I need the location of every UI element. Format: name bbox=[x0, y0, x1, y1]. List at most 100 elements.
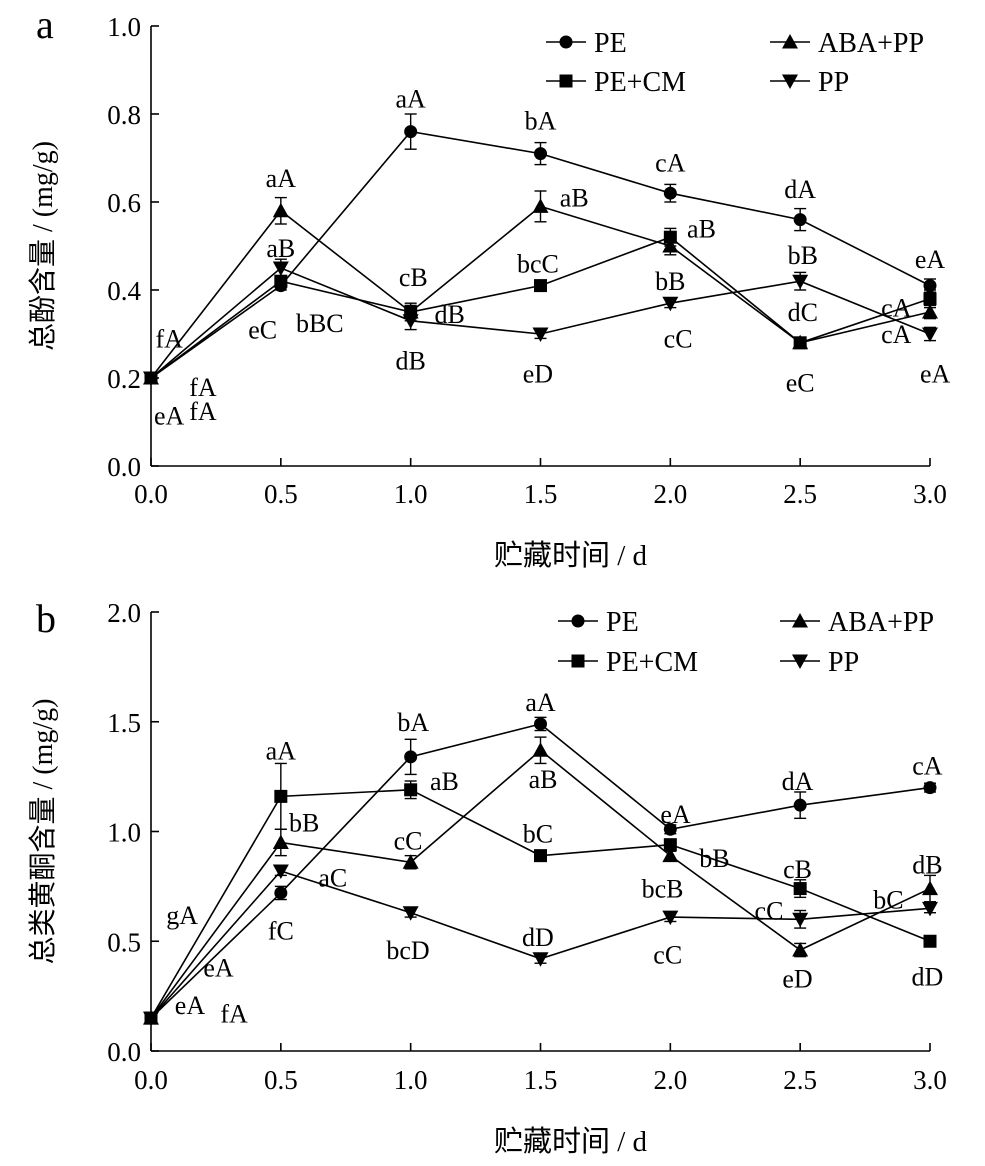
data-point bbox=[404, 750, 418, 764]
data-point bbox=[922, 327, 938, 342]
data-point bbox=[792, 912, 809, 928]
legend-item-pp: PP bbox=[770, 67, 849, 98]
y-tick-label: 0.0 bbox=[107, 452, 141, 482]
data-point bbox=[792, 942, 809, 957]
data-point bbox=[143, 1011, 159, 1027]
significance-label: bA bbox=[397, 708, 429, 737]
significance-label: eD bbox=[523, 360, 553, 389]
data-point bbox=[923, 781, 937, 795]
y-axis-title: 总酚含量 / (mg/g) bbox=[27, 141, 59, 351]
legend-label: PP bbox=[828, 647, 859, 678]
significance-label: cA bbox=[912, 752, 943, 781]
significance-label: aB bbox=[266, 234, 295, 263]
data-point bbox=[272, 261, 289, 276]
legend-label: PE+CM bbox=[594, 67, 686, 98]
legend-item-pe-plus-cm: PE+CM bbox=[558, 647, 698, 678]
y-tick-label: 0.6 bbox=[107, 188, 141, 218]
legend: PE ABA+PP PE+CM PP bbox=[558, 607, 934, 678]
data-point bbox=[404, 125, 418, 139]
x-tick-label: 2.5 bbox=[783, 1065, 817, 1095]
panel-b: 0.0 0.5 1.0 1.5 2.0 0.0 0.5 1.0 1.5 2.0 2.5 3.0 贮藏时间… bbox=[27, 596, 947, 1158]
panel-a: 0.0 0.2 0.4 0.6 0.8 1.0 0.0 0.5 1.0 1.5 2.0 2.5 3.0 贮… bbox=[27, 2, 951, 572]
data-point bbox=[402, 854, 419, 869]
significance-label: bC bbox=[523, 820, 553, 849]
data-point bbox=[272, 864, 289, 880]
legend-item-aba-plus-pp: ABA+PP bbox=[770, 28, 924, 59]
data-point bbox=[663, 186, 677, 200]
y-tick-label: 0.8 bbox=[107, 100, 141, 130]
data-point bbox=[402, 906, 419, 921]
significance-label: gA bbox=[166, 901, 198, 930]
data-point bbox=[404, 783, 418, 797]
y-tick-label: 0.4 bbox=[107, 276, 141, 306]
significance-label: dB bbox=[912, 850, 942, 879]
significance-label: fC bbox=[268, 916, 294, 945]
data-point bbox=[922, 901, 938, 917]
legend-marker bbox=[559, 35, 573, 49]
data-point bbox=[923, 292, 937, 306]
legend-item-pe-plus-cm: PE+CM bbox=[546, 67, 686, 98]
legend: PE ABA+PP PE+CM PP bbox=[546, 28, 924, 98]
significance-label: eA bbox=[660, 800, 691, 829]
legend-item-pe: PE bbox=[546, 28, 627, 59]
x-tick-label: 1.0 bbox=[394, 479, 428, 509]
series-pp bbox=[143, 258, 938, 386]
data-point bbox=[663, 230, 677, 244]
significance-label: aA bbox=[266, 164, 297, 193]
data-point bbox=[793, 882, 807, 896]
data-point bbox=[272, 202, 289, 218]
data-point bbox=[534, 147, 547, 161]
significance-label: bB bbox=[788, 241, 818, 270]
significance-label: dD bbox=[912, 962, 944, 991]
x-tick-label: 3.0 bbox=[913, 479, 947, 509]
significance-label: bB bbox=[699, 844, 729, 873]
significance-label: cC bbox=[664, 324, 693, 353]
legend-item-pp: PP bbox=[780, 647, 859, 678]
x-axis-title: 贮藏时间 / d bbox=[494, 539, 648, 572]
x-tick-label: 0.5 bbox=[264, 1065, 298, 1095]
data-point bbox=[532, 327, 549, 342]
legend-label: ABA+PP bbox=[828, 607, 934, 638]
y-tick-label: 1.0 bbox=[107, 818, 141, 848]
legend-marker bbox=[792, 613, 808, 628]
significance-label: eA bbox=[154, 401, 185, 430]
significance-label: bB bbox=[289, 809, 319, 838]
significance-label: aB bbox=[687, 214, 716, 243]
significance-label: cB bbox=[783, 855, 812, 884]
significance-label: dC bbox=[788, 298, 818, 327]
x-tick-label: 0.0 bbox=[134, 479, 168, 509]
significance-label: eA bbox=[203, 954, 234, 983]
data-point bbox=[663, 822, 677, 836]
data-point bbox=[923, 279, 937, 293]
data-point bbox=[274, 274, 288, 288]
legend-label: PP bbox=[818, 67, 849, 98]
legend-item-pe: PE bbox=[558, 607, 639, 638]
significance-label: eC bbox=[786, 368, 815, 397]
data-point bbox=[272, 834, 289, 849]
x-tick-label: 3.0 bbox=[913, 1065, 947, 1095]
significance-label: cB bbox=[399, 263, 428, 292]
legend-marker bbox=[571, 614, 585, 628]
significance-label: cA bbox=[881, 320, 912, 349]
significance-label: dA bbox=[784, 175, 816, 204]
data-point bbox=[532, 742, 549, 757]
significance-label: fA bbox=[189, 397, 217, 426]
y-tick-label: 1.5 bbox=[107, 708, 141, 738]
significance-label: eA bbox=[915, 245, 946, 274]
series-line-aba-plus-pp bbox=[150, 205, 931, 379]
y-axis-title: 总类黄酮含量 / (mg/g) bbox=[27, 699, 59, 965]
significance-label: aB bbox=[430, 767, 459, 796]
x-tick-label: 2.5 bbox=[783, 479, 817, 509]
legend-marker bbox=[792, 654, 808, 669]
significance-label: bA bbox=[525, 107, 557, 136]
significance-label: aA bbox=[266, 736, 297, 765]
x-tick-label: 1.0 bbox=[394, 1065, 428, 1095]
significance-label: bcC bbox=[517, 250, 559, 279]
data-point bbox=[662, 296, 679, 312]
legend-marker bbox=[571, 654, 585, 668]
significance-label: cC bbox=[653, 940, 682, 969]
significance-label: dB bbox=[395, 346, 425, 375]
x-tick-label: 1.5 bbox=[524, 479, 558, 509]
significance-label: cA bbox=[655, 148, 686, 177]
